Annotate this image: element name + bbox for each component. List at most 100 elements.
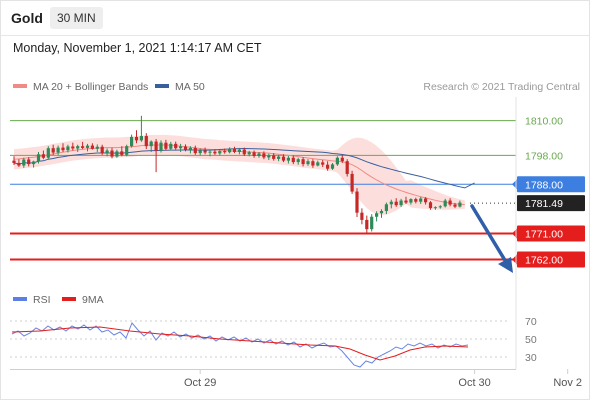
- candle: [17, 159, 21, 167]
- candle: [443, 198, 447, 208]
- candle: [188, 146, 192, 154]
- candle: [134, 130, 139, 144]
- candle: [458, 200, 462, 208]
- candle: [218, 150, 222, 156]
- projection-arrow[interactable]: [470, 204, 513, 273]
- x-tick-label: Oct 29: [184, 377, 216, 389]
- time-axis: Oct 29 Oct 30 Nov 2: [10, 97, 582, 389]
- candle: [306, 159, 310, 166]
- candle: [326, 161, 330, 171]
- candle: [61, 143, 65, 152]
- candle: [379, 209, 384, 218]
- candle: [81, 141, 85, 150]
- candle: [330, 162, 335, 170]
- candle: [100, 144, 104, 155]
- candle: [262, 151, 266, 160]
- candle: [257, 151, 261, 158]
- candle: [375, 211, 379, 222]
- level-labels: 1810.00 1798.00 1788.00 1781.49 1771.00 1762.…: [512, 116, 585, 268]
- candle: [409, 198, 413, 205]
- candle: [277, 154, 281, 162]
- candle: [384, 202, 388, 215]
- level-label-1781.49: 1781.49: [525, 198, 563, 210]
- candle: [208, 149, 212, 157]
- candle: [71, 142, 75, 151]
- candle: [85, 143, 90, 152]
- rsi-line: [11, 322, 469, 368]
- candle: [120, 146, 124, 157]
- candle: [370, 214, 374, 232]
- candle: [149, 140, 153, 152]
- rsi-tick-30: 30: [525, 352, 537, 364]
- candle: [223, 148, 227, 154]
- candle: [345, 159, 349, 177]
- candle: [51, 144, 55, 155]
- level-badge-1771.00: [517, 225, 585, 242]
- candle: [247, 150, 251, 157]
- candle: [296, 157, 300, 165]
- candle: [32, 160, 36, 168]
- candle: [232, 146, 237, 154]
- candle: [203, 147, 207, 155]
- level-badge-1762.00: [517, 251, 585, 268]
- candle: [438, 205, 442, 209]
- candle: [95, 144, 99, 152]
- main-legend: MA 20 + Bollinger Bands MA 50 Research ©…: [13, 81, 580, 93]
- chart-datetime: Monday, November 1, 2021 1:14:17 AM CET: [13, 41, 262, 55]
- candle: [340, 154, 344, 163]
- candle: [281, 154, 286, 163]
- candles: [12, 115, 462, 235]
- candle: [252, 150, 256, 158]
- legend-swatch-ma20: [13, 84, 27, 88]
- candle: [424, 197, 428, 205]
- credit-text: Research © 2021 Trading Central: [423, 81, 580, 93]
- candle: [394, 198, 398, 207]
- candle: [144, 133, 148, 150]
- candle: [22, 157, 26, 168]
- candle: [90, 143, 94, 150]
- rsi-tick-50: 50: [525, 334, 537, 346]
- level-badge-1781.49: [517, 195, 585, 212]
- ma50-line: [13, 147, 475, 189]
- level-label-1798.00: 1798.00: [525, 150, 563, 162]
- candle: [139, 115, 143, 142]
- candle: [41, 150, 45, 160]
- legend-label-rsi: RSI: [33, 294, 51, 306]
- candle: [159, 140, 163, 153]
- candle: [453, 202, 457, 209]
- candle: [213, 149, 217, 155]
- candle: [428, 201, 433, 210]
- candle: [125, 144, 129, 157]
- candle: [154, 138, 158, 173]
- rsi-9ma-line: [11, 326, 469, 361]
- candle: [272, 153, 276, 161]
- candle: [169, 141, 173, 151]
- candle: [355, 188, 359, 218]
- candle: [335, 156, 339, 166]
- level-label-1810.00: 1810.00: [525, 116, 563, 128]
- candle: [27, 157, 31, 167]
- candle: [174, 141, 178, 150]
- rsi-grid: 70 50 30: [10, 316, 537, 364]
- candle: [433, 206, 437, 210]
- candle: [242, 147, 246, 157]
- candle: [321, 160, 325, 167]
- candle: [36, 151, 41, 164]
- candle: [66, 144, 70, 153]
- legend-label-9ma: 9MA: [82, 294, 104, 306]
- candle: [198, 148, 202, 156]
- candle: [115, 149, 119, 158]
- candle: [419, 196, 423, 205]
- candle: [286, 156, 290, 164]
- level-badge-1788.00: [517, 176, 585, 193]
- level-label-1762.00: 1762.00: [525, 254, 563, 266]
- x-tick-label: Oct 30: [458, 377, 490, 389]
- chart-header: Gold 30 MIN: [0, 0, 590, 36]
- level-label-1788.00: 1788.00: [525, 179, 563, 191]
- legend-swatch-rsi: [13, 297, 27, 301]
- candle: [164, 139, 168, 151]
- legend-label-ma50: MA 50: [175, 81, 205, 93]
- timeframe-button[interactable]: 30 MIN: [50, 7, 103, 29]
- legend-label-ma20: MA 20 + Bollinger Bands: [33, 81, 148, 93]
